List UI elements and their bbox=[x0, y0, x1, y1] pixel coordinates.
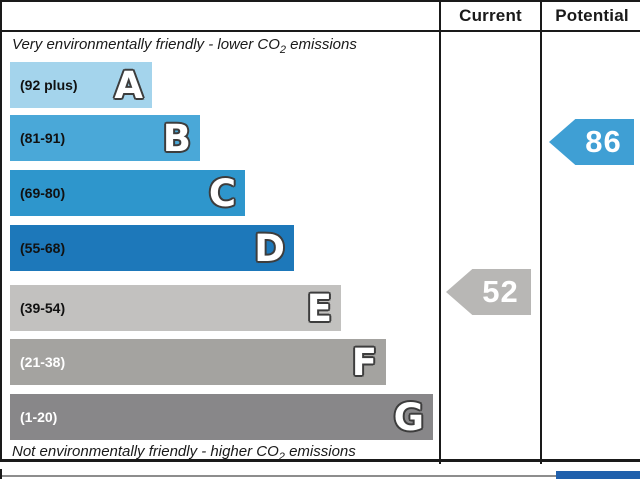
current-score-value: 52 bbox=[482, 274, 519, 309]
band-b-range: (81-91) bbox=[20, 130, 66, 146]
band-g-letter: G bbox=[393, 396, 424, 439]
column-divider-potential bbox=[540, 2, 542, 464]
rating-band-c: (69-80) C bbox=[10, 170, 245, 216]
header-bottom-rule bbox=[2, 30, 640, 32]
column-header-potential: Potential bbox=[555, 6, 629, 25]
band-d-range: (55-68) bbox=[20, 240, 66, 256]
caption-bottom-text: Not environmentally friendly - higher CO bbox=[12, 443, 279, 460]
current-score-arrow: 52 bbox=[446, 269, 531, 315]
caption-bottom-subscript: 2 bbox=[278, 451, 285, 463]
rating-band-g: (1-20) G bbox=[10, 394, 433, 440]
rating-band-a: (92 plus) A bbox=[10, 62, 152, 108]
band-d-letter: D bbox=[254, 227, 285, 270]
band-f-range: (21-38) bbox=[20, 354, 66, 370]
rating-band-d: (55-68) D bbox=[10, 225, 294, 271]
column-header-current: Current bbox=[459, 6, 522, 25]
band-c-range: (69-80) bbox=[20, 185, 66, 201]
potential-score-arrow: 86 bbox=[549, 119, 634, 165]
potential-score-value: 86 bbox=[585, 124, 622, 159]
band-g-range: (1-20) bbox=[20, 409, 58, 425]
rating-band-e: (39-54) E bbox=[10, 285, 341, 331]
band-b-letter: B bbox=[162, 117, 191, 160]
caption-not-friendly: Not environmentally friendly - higher CO… bbox=[12, 443, 356, 463]
next-section-left-border bbox=[0, 469, 2, 479]
rating-band-b: (81-91) B bbox=[10, 115, 200, 161]
column-divider-current bbox=[439, 2, 441, 464]
caption-bottom-suffix: emissions bbox=[284, 443, 356, 460]
band-e-range: (39-54) bbox=[20, 300, 66, 316]
next-section-blue-box bbox=[556, 471, 640, 479]
band-e-letter: E bbox=[306, 287, 332, 330]
caption-very-friendly: Very environmentally friendly - lower CO… bbox=[12, 36, 357, 56]
caption-top-suffix: emissions bbox=[286, 36, 357, 53]
next-section-top-rule bbox=[0, 475, 640, 477]
rating-table-frame: Current Potential Very environmentally f… bbox=[0, 0, 640, 464]
caption-top-subscript: 2 bbox=[279, 44, 286, 56]
band-a-letter: A bbox=[114, 64, 143, 107]
band-f-letter: F bbox=[351, 341, 377, 384]
rating-band-f: (21-38) F bbox=[10, 339, 386, 385]
band-a-range: (92 plus) bbox=[20, 77, 78, 93]
band-c-letter: C bbox=[208, 172, 236, 215]
caption-top-text: Very environmentally friendly - lower CO bbox=[12, 36, 280, 53]
